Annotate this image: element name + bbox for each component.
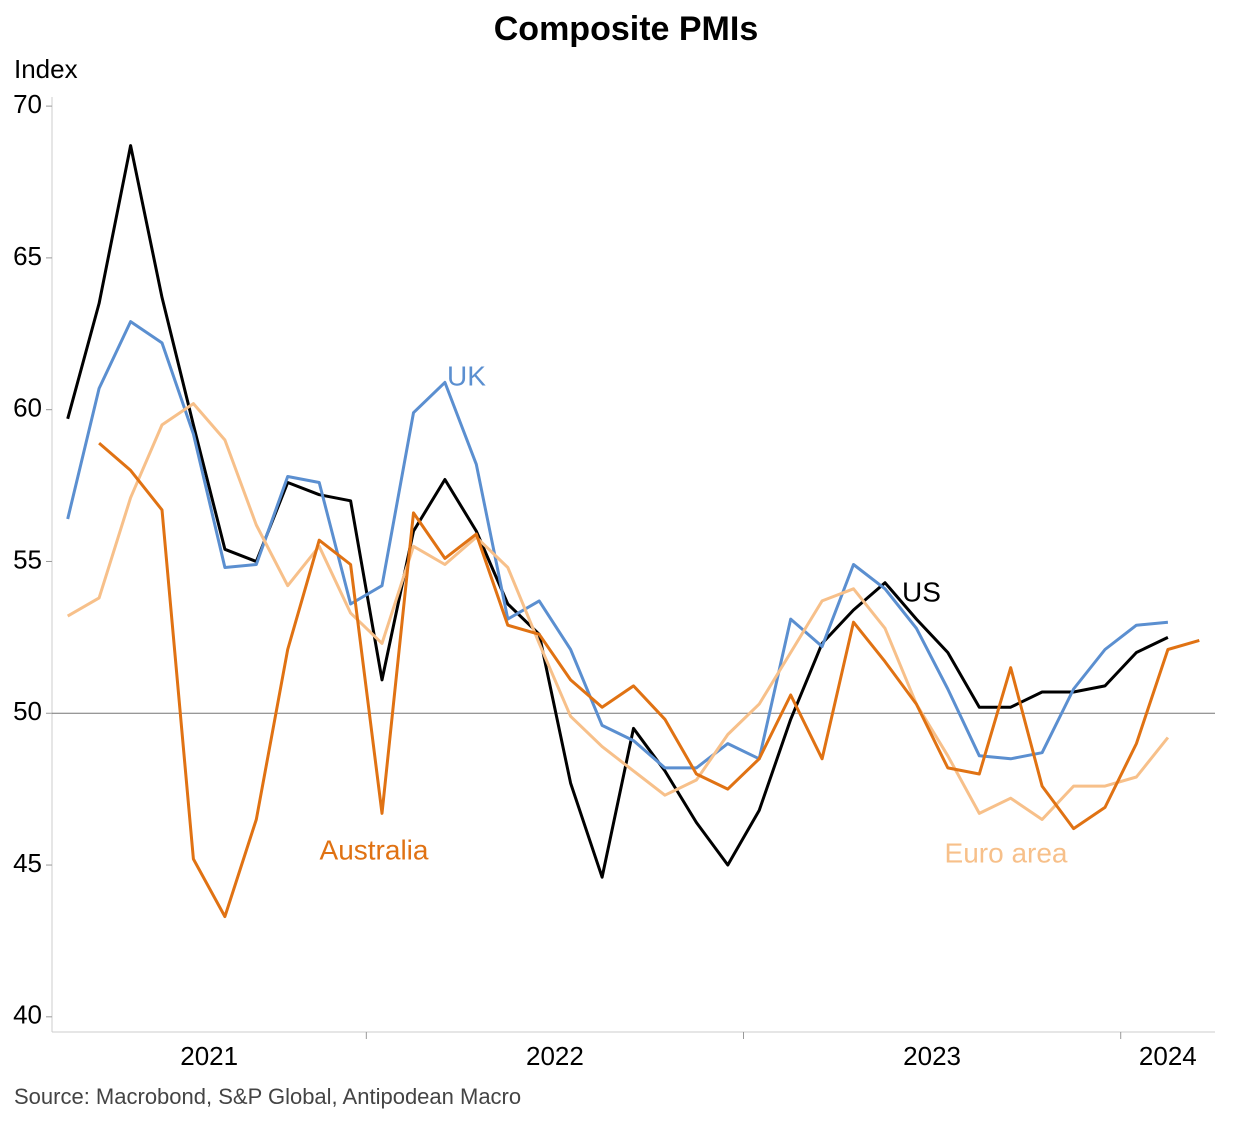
x-tick-label: 2022	[526, 1041, 584, 1071]
y-tick-label: 55	[13, 544, 42, 574]
x-tick-label: 2023	[903, 1041, 961, 1071]
y-tick-label: 45	[13, 848, 42, 878]
y-axis-label: Index	[14, 54, 78, 84]
series-label: Australia	[320, 834, 429, 865]
y-tick-label: 40	[13, 1000, 42, 1030]
y-tick-label: 60	[13, 393, 42, 423]
series-line	[66, 144, 1169, 879]
x-tick-label: 2024	[1139, 1041, 1197, 1071]
series-label: Euro area	[945, 837, 1068, 868]
series-label: UK	[447, 360, 486, 391]
series-line	[66, 320, 1169, 770]
series-line	[66, 402, 1170, 821]
chart-title: Composite PMIs	[494, 10, 758, 48]
series-line	[98, 441, 1200, 919]
x-tick-label: 2021	[180, 1041, 238, 1071]
source: Source: Macrobond, S&P Global, Antipodea…	[14, 1084, 521, 1109]
y-tick-label: 65	[13, 241, 42, 271]
y-tick-label: 50	[13, 696, 42, 726]
series-label: US	[902, 576, 941, 607]
y-tick-label: 70	[13, 89, 42, 119]
